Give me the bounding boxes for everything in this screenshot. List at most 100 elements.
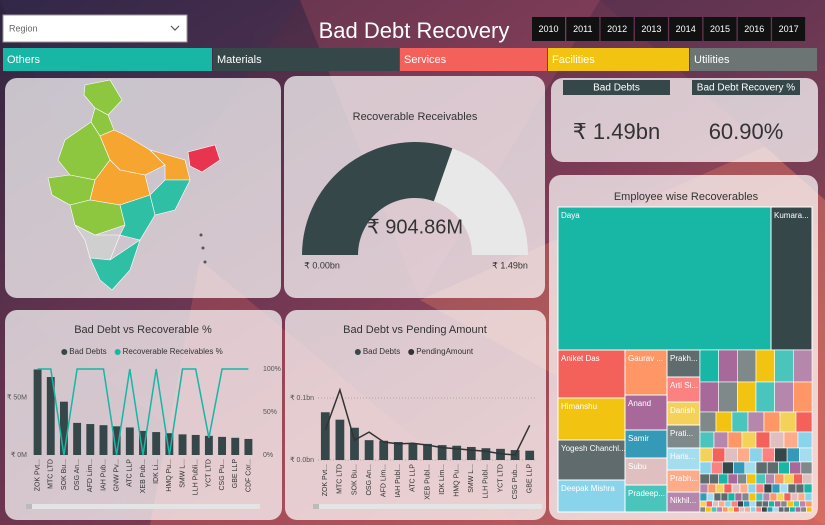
category-tab[interactable] [548, 48, 689, 71]
year-button-label: 2015 [710, 24, 730, 34]
treemap-small-tile [763, 483, 773, 494]
x-tick-label: GBE LLP [232, 459, 239, 489]
treemap-small-tile [768, 500, 775, 508]
category-tab[interactable] [3, 48, 212, 71]
treemap-small-tile [761, 500, 769, 508]
kpi-value: ₹ 1.49bn [573, 119, 660, 144]
treemap-small-tile [772, 506, 779, 513]
year-button[interactable] [566, 17, 600, 41]
treemap-small-tile [755, 492, 764, 502]
treemap-label: Samir [628, 434, 649, 443]
category-tab-label: Materials [217, 54, 262, 66]
bar [350, 427, 359, 460]
year-button[interactable] [772, 17, 806, 41]
year-button[interactable] [737, 17, 771, 41]
treemap-small-tile [722, 461, 734, 475]
treemap-small-tile [805, 500, 813, 508]
scrollbar-thumb[interactable] [26, 504, 32, 509]
treemap-tile [557, 397, 626, 441]
line [37, 368, 249, 456]
panel [285, 310, 546, 520]
year-button-label: 2011 [573, 24, 592, 34]
x-tick-label: YCT LTD [497, 464, 504, 493]
treemap-small-tile [713, 492, 722, 502]
treemap-small-tile [769, 431, 785, 449]
treemap-small-tile [800, 461, 813, 475]
treemap-label: Daya [561, 211, 580, 220]
region-dropdown[interactable] [2, 14, 188, 43]
year-button[interactable] [669, 17, 703, 41]
category-tab[interactable] [400, 48, 547, 71]
treemap-small-tile [774, 349, 794, 383]
year-button[interactable] [634, 17, 668, 41]
bar [364, 440, 374, 460]
treemap-small-tile [750, 506, 757, 513]
treemap-label: Nikhil... [670, 496, 696, 505]
treemap-small-tile [724, 447, 738, 463]
panel [551, 78, 818, 162]
treemap-small-tile [793, 349, 813, 383]
legend-label: PendingAmount [416, 347, 474, 356]
treemap-small-tile [707, 483, 717, 494]
treemap-tile [624, 484, 668, 513]
category-tab-label: Facilities [552, 54, 595, 66]
kpi-label-box [563, 80, 670, 95]
treemap-label: Himanshu [561, 402, 597, 411]
treemap-small-tile [737, 473, 747, 485]
scrollbar-thumb[interactable] [313, 504, 319, 509]
line [324, 387, 531, 456]
x-tick-label: IDK Li... [153, 459, 160, 484]
year-button-label: 2013 [641, 24, 661, 34]
treemap-small-tile [713, 431, 729, 449]
treemap-small-tile [731, 411, 749, 433]
year-button[interactable] [600, 17, 634, 41]
kpi-value: 60.90% [709, 119, 784, 144]
bar [59, 401, 68, 455]
treemap-small-tile [743, 500, 751, 508]
bar [139, 430, 147, 455]
x-tick-label: AFD Lim... [381, 464, 388, 497]
treemap-small-tile [755, 381, 775, 413]
treemap-small-tile [705, 506, 712, 513]
category-tab[interactable] [213, 48, 399, 71]
x-tick-label: IAH Pub... [100, 459, 107, 491]
treemap-small-tile [776, 492, 785, 502]
treemap-small-tile [731, 483, 741, 494]
treemap-small-tile [778, 506, 785, 513]
category-tab-label: Others [7, 54, 41, 66]
treemap-small-tile [741, 431, 757, 449]
treemap-small-tile [755, 500, 763, 508]
treemap-small-tile [741, 492, 750, 502]
kpi-label-box [692, 80, 800, 95]
scrollbar[interactable] [313, 504, 542, 509]
x-tick-label: YCT LTD [206, 459, 213, 488]
treemap-small-tile [699, 500, 707, 508]
treemap-label: Subu [628, 462, 647, 471]
treemap-small-tile [727, 431, 743, 449]
treemap-small-tile [797, 492, 806, 502]
treemap-small-tile [733, 461, 746, 475]
treemap-small-tile [699, 492, 708, 502]
bar [46, 377, 55, 455]
kpi-label: Bad Debt Recovery % [697, 83, 795, 94]
bar [33, 369, 42, 455]
treemap-small-tile [779, 411, 797, 433]
treemap-small-tile [802, 473, 813, 485]
x-tick-label: ATC LLP [127, 459, 134, 487]
treemap-small-tile [793, 500, 800, 508]
treemap-small-tile [720, 492, 729, 502]
treemap-small-tile [727, 506, 734, 513]
region-dropdown-label: Region [9, 23, 38, 33]
scrollbar[interactable] [26, 504, 260, 509]
treemap-label: Haris... [670, 452, 695, 461]
treemap-tile [624, 394, 668, 431]
treemap-label: Yogesh Chanchl... [561, 444, 626, 453]
treemap-small-tile [795, 411, 813, 433]
year-button[interactable] [703, 17, 737, 41]
legend-marker [114, 349, 121, 355]
category-tab[interactable] [690, 48, 817, 71]
treemap-small-tile [744, 506, 751, 513]
treemap-small-tile [783, 492, 792, 502]
year-button[interactable] [532, 17, 565, 41]
treemap-small-tile [765, 473, 775, 485]
